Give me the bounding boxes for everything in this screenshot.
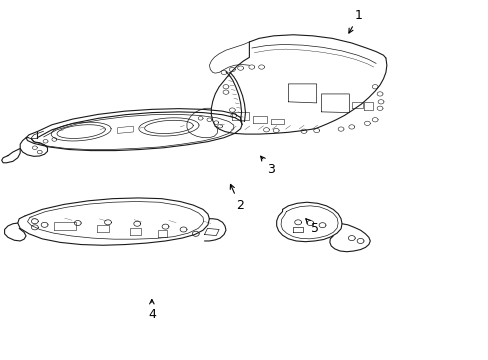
Text: 3: 3	[260, 156, 275, 176]
Text: 5: 5	[305, 219, 319, 235]
Text: 1: 1	[348, 9, 362, 33]
Text: 4: 4	[147, 300, 156, 321]
Text: 2: 2	[230, 184, 243, 212]
